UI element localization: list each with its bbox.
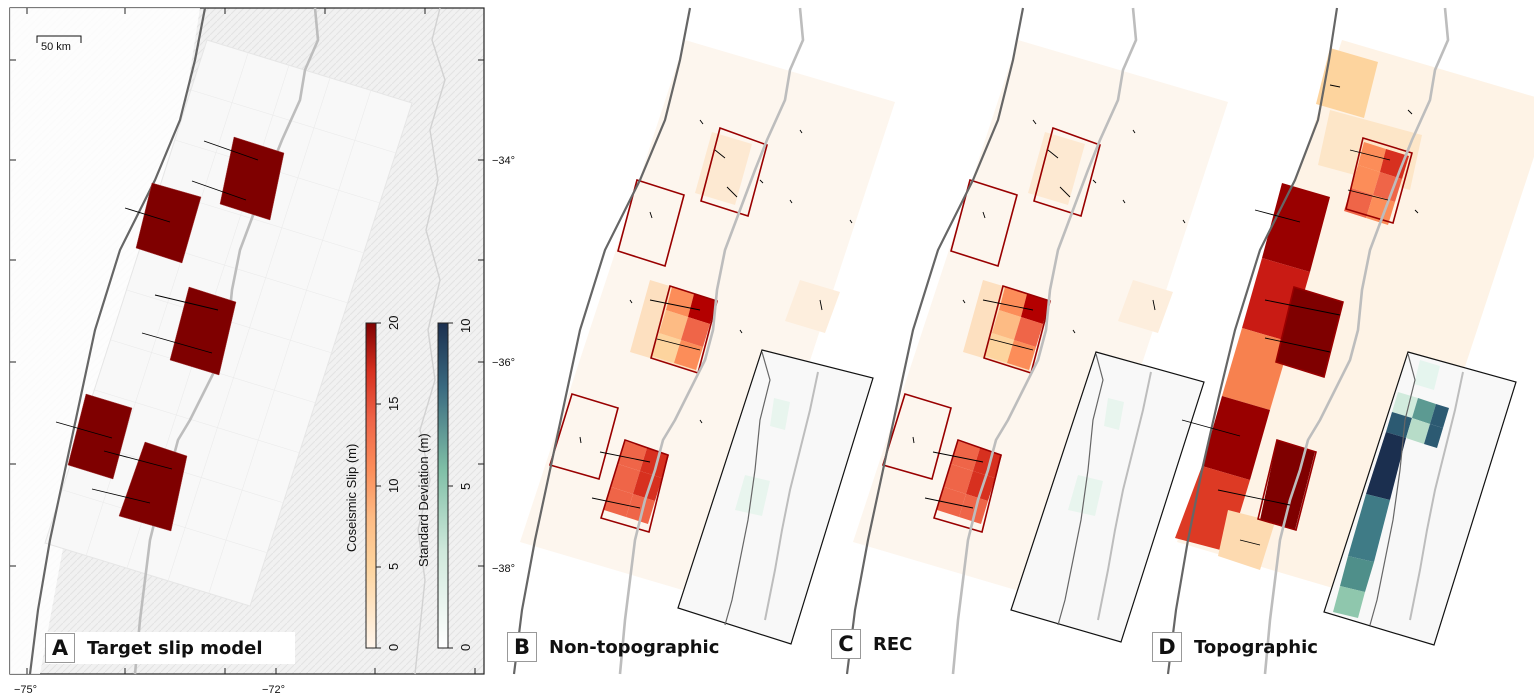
b-std-inset [677,349,874,645]
target-patch-3 [169,286,237,376]
std-tick-5: 5 [458,483,473,490]
y-tick-36: −36° [492,357,515,369]
y-tick-34: −34° [492,155,515,167]
target-patch-1 [219,136,285,221]
y-tick-38: −38° [492,563,515,575]
d-mid-patch [1276,287,1343,377]
d-column-1 [1262,183,1330,272]
b-patch-grid-mid [652,287,717,370]
panel-c-map [845,7,1228,675]
d-std-cell-11 [1414,360,1440,390]
trench-line-a [28,7,207,675]
coastline-d [1263,7,1450,675]
trench-line-c [845,7,1025,675]
d-target-outlines [1257,136,1413,531]
target-patches [67,136,285,532]
d-inset-coast [1409,371,1464,621]
slip-tick-5: 5 [386,563,401,570]
b-slip-band-3 [785,280,840,333]
b-slip-band-1 [695,132,752,205]
panel-c-tag: C REC [831,628,912,660]
d-std-cell-10 [1333,586,1365,618]
target-patch-4 [67,393,133,480]
slip-tick-10: 10 [386,479,401,493]
slip-colorbar [365,322,377,649]
x-tick-72: −72° [262,684,285,696]
panel-d-tag: D Topographic [1152,631,1318,663]
d-std-cell-5 [1406,418,1430,444]
colorbar-ticks [376,322,453,649]
panel-a-tag: A Target slip model [45,632,295,664]
c-patch-grid-low [937,441,1002,524]
border-line-a [414,7,446,675]
axis-labels: −75° −72° −34° −36° −38° [14,155,515,696]
panel-b-title: Non-topographic [549,636,720,658]
b-std-cell-1 [770,398,790,430]
slip-vectors-a [55,140,259,504]
d-std-cell-3 [1430,404,1449,428]
panel-a-map: 0 5 10 15 20 Coseismic Slip (m) 0 5 10 S… [9,7,485,675]
std-colorbar-ticks: 0 5 10 Standard Deviation (m) [416,319,473,651]
panel-d-title: Topographic [1194,636,1318,658]
panel-b-tag: B Non-topographic [507,631,719,663]
d-std-inset [1323,351,1517,646]
target-patch-5 [118,441,188,532]
frame-ticks-a [10,8,484,674]
b-patch-grid-low [604,441,669,524]
c-slip-band-3 [1118,280,1173,333]
slip-vectors-d [1181,84,1419,546]
panel-c-letter: C [831,629,861,659]
d-std-cell-7 [1366,432,1406,500]
slip-tick-20: 20 [386,316,401,330]
d-std-cell-8 [1348,494,1390,562]
target-patch-2 [135,182,202,264]
trench-line-b [512,7,692,675]
b-inset-trench [724,351,771,626]
d-std-cell-6 [1424,424,1443,448]
coastline-b [618,7,805,675]
std-colorbar [437,322,449,649]
slip-vectors-c [912,119,1186,509]
coastline-c [951,7,1138,675]
panel-c-title: REC [873,633,913,655]
d-inset-trench [1369,353,1416,626]
b-inset-coast [764,371,819,621]
scale-bar [36,35,82,43]
panel-b-letter: B [507,632,537,662]
slip-tick-15: 15 [386,397,401,411]
x-tick-75: −75° [14,684,37,696]
slip-tick-0: 0 [386,644,401,651]
c-std-inset [1010,351,1205,643]
d-std-cell-9 [1340,556,1374,592]
panel-d-map [1166,7,1534,675]
panel-a-letter: A [45,633,75,663]
c-inset-trench [1057,353,1104,626]
d-column-6 [1218,510,1275,570]
panel-a-title: Target slip model [87,637,263,659]
std-tick-10: 10 [458,319,473,333]
slip-colorbar-ticks: 0 5 10 15 20 Coseismic Slip (m) [344,316,401,651]
c-patch-grid-mid [985,287,1050,370]
d-column-4 [1202,396,1270,480]
fault-plane-d [1177,40,1534,604]
d-std-cell-2 [1412,398,1436,424]
d-std-cell-1 [1392,392,1418,418]
b-std-cell-2 [735,475,770,516]
c-std-cell-1 [1104,398,1124,430]
scale-bar-label: 50 km [41,41,71,53]
slip-colorbar-label: Coseismic Slip (m) [344,444,359,552]
c-slip-band-1 [1028,132,1085,205]
trench-line-d [1166,7,1339,675]
panel-b-map [512,7,895,675]
std-colorbar-label: Standard Deviation (m) [416,433,431,567]
d-cell-top [1316,48,1378,118]
c-std-cell-2 [1068,475,1103,516]
slip-vectors-b [579,119,853,509]
c-inset-coast [1097,371,1152,621]
panel-d-letter: D [1152,632,1182,662]
std-tick-0: 0 [458,644,473,651]
d-column-3 [1222,328,1290,410]
